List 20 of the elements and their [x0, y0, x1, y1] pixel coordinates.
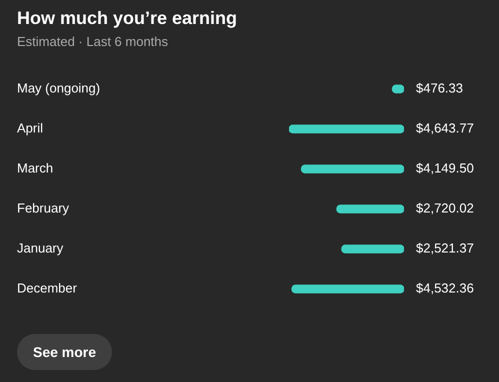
text: See more [17, 334, 112, 370]
data-label: $2,720.02 [416, 200, 474, 216]
data-label: $4,532.36 [416, 280, 474, 296]
text: Estimated · Last 6 months [17, 34, 168, 49]
bar [289, 124, 404, 134]
bar [341, 244, 404, 254]
data-label: $4,149.50 [416, 160, 474, 176]
y-tick-label: March [17, 160, 54, 176]
y-tick-label: January [17, 240, 64, 256]
bar [336, 204, 404, 214]
y-tick-label: May (ongoing) [17, 80, 100, 96]
data-label: $4,643.77 [416, 120, 474, 136]
bar [300, 164, 404, 174]
y-tick-label: December [17, 280, 78, 296]
data-label: $476.33 [416, 80, 463, 96]
bar [291, 284, 404, 294]
text: How much you’re earning [17, 8, 238, 29]
data-label: $2,521.37 [416, 240, 474, 256]
y-tick-label: April [17, 120, 44, 136]
y-tick-label: February [17, 200, 70, 216]
